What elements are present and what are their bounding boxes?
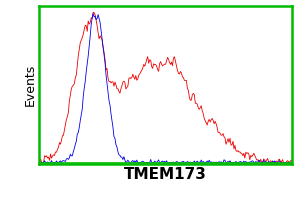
X-axis label: TMEM173: TMEM173 xyxy=(124,167,207,182)
Y-axis label: Events: Events xyxy=(23,64,36,106)
